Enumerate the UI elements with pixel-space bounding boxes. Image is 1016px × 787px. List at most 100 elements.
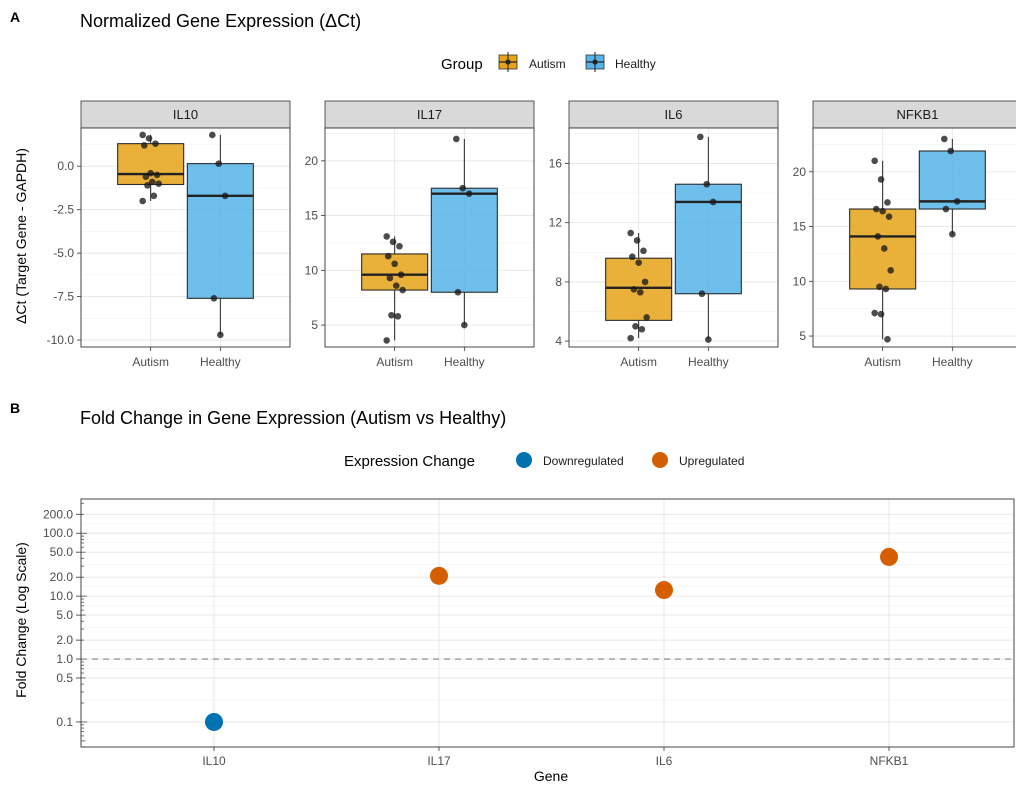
data-point [388,311,395,319]
data-point [142,173,150,180]
data-point [874,233,882,240]
x-tick-label: Healthy [444,355,485,369]
data-point [383,337,390,344]
x-tick-label: NFKB1 [870,754,909,768]
box-healthy [430,135,498,329]
y-tick-label: 0.5 [56,671,73,685]
data-point [877,176,885,183]
data-point [947,147,955,155]
plot-background [569,128,778,347]
data-point [627,229,634,237]
y-tick-label: 2.0 [56,633,73,647]
data-point [871,309,878,317]
data-point [884,199,891,206]
fold-change-point-il10 [205,712,223,731]
panel-b-tag: B [10,400,20,416]
y-tick-label: 15 [793,220,807,234]
data-point [628,253,636,261]
data-point [887,267,894,274]
panel-border [324,127,535,348]
data-point [697,133,704,141]
y-tick-label: 200.0 [43,507,73,521]
data-point [636,288,644,296]
box-autism [361,233,429,344]
data-point [391,260,398,268]
box-body [117,143,185,186]
data-point [461,321,468,329]
data-point [632,322,639,330]
legend-label-downregulated: Downregulated [543,454,624,468]
y-tick-label: 5 [799,329,806,343]
data-point [640,247,647,255]
panel-b-title: Fold Change in Gene Expression (Autism v… [80,408,506,428]
data-point [145,135,153,142]
data-point [453,135,460,143]
fold-change-point-il6 [655,581,673,600]
y-tick-label: 50.0 [50,545,74,559]
legend-title: Group [441,56,483,73]
data-point [953,198,961,205]
data-point [635,259,642,266]
panel-b-plot: 0.1 0.5 1.0 2.0 5.0 10.0 20.0 50.0 100.0 200.0 IL1… [43,498,1015,768]
data-point [630,285,638,293]
y-tick-label: 10 [305,263,319,277]
data-point [459,184,467,192]
data-point [880,245,888,252]
y-tick-label: 10 [793,274,807,288]
facet-il17: IL17 5 10 15 20 Autism Healthy [305,100,535,369]
panel-b-legend: Expression Change Downregulated Upregula… [344,452,744,470]
legend-label-autism: Autism [529,57,566,71]
data-point [454,288,462,296]
legend-key-downregulated [516,452,532,468]
data-point [394,313,402,320]
box-healthy [186,131,254,339]
y-tick-label: -2.5 [53,203,74,217]
box-body [605,257,673,321]
data-point [221,192,229,200]
box-body [186,163,254,299]
data-point [885,213,893,220]
box-body [918,150,986,210]
box-body [430,187,498,293]
legend-key-autism [498,52,518,72]
x-tick-label: IL6 [656,754,673,768]
data-point [877,310,885,318]
x-tick-label: Autism [376,355,413,369]
data-point [217,331,224,339]
data-point [210,295,218,302]
x-tick-label: Autism [864,355,901,369]
x-tick-label: Autism [620,355,657,369]
data-point [884,336,891,343]
plot-background [81,499,1014,747]
y-tick-label: 20 [793,165,807,179]
y-tick-label: -7.5 [53,290,74,304]
data-point [155,180,162,187]
y-tick-label: 20 [305,154,319,168]
box-body [674,183,742,295]
data-point [150,192,158,200]
y-tick-label: 1.0 [56,652,73,666]
panel-a-legend: Group Autism Healthy [441,52,656,73]
y-tick-label: -10.0 [47,333,75,347]
y-tick-label: 20.0 [50,570,74,584]
data-point [641,278,649,286]
data-point [399,286,406,294]
y-tick-label: 100.0 [43,526,73,540]
legend-key-upregulated [652,452,668,468]
data-point [139,131,146,139]
y-tick-label: 0.1 [56,715,73,729]
data-point [144,182,151,189]
panel-border [80,498,1015,748]
panel-b-x-axis-title: Gene [534,768,568,784]
facet-strip-label: IL17 [417,107,442,122]
y-tick-label: 10.0 [50,589,74,603]
data-point [139,197,146,205]
facet-il10: IL10 -10.0 -7.5 -5.0 -2.5 0.0 Autism Healthy [47,100,291,369]
panel-border [80,127,291,348]
data-point [465,190,473,197]
facet-strip-label: NFKB1 [897,107,939,122]
x-tick-label: Healthy [932,355,973,369]
x-tick-label: Autism [132,355,169,369]
facet-strip-label: IL6 [664,107,682,122]
x-tick-label: IL10 [202,754,226,768]
